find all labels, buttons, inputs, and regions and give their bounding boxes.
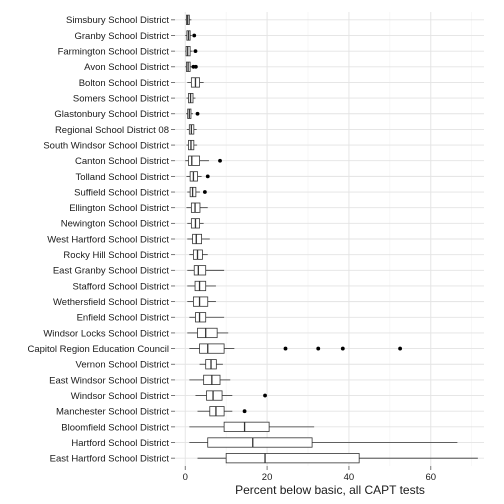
- box-iqr: [195, 313, 205, 322]
- box-iqr: [210, 407, 224, 416]
- category-label: Windsor School District: [71, 391, 170, 402]
- box-iqr: [193, 234, 202, 243]
- box-iqr: [200, 344, 225, 353]
- box-iqr: [198, 328, 218, 337]
- category-label: Glastonbury School District: [54, 109, 169, 120]
- category-labels: Simsbury School District Granby School Di…: [27, 15, 175, 464]
- category-label: Wethersfield School District: [53, 297, 169, 308]
- category-label: Windsor Locks School District: [43, 328, 169, 339]
- category-label: Farmington School District: [58, 47, 170, 58]
- category-label: Regional School District 08: [55, 125, 169, 136]
- category-label: East Hartford School District: [50, 454, 170, 465]
- outlier-point: [196, 112, 200, 116]
- category-label: Stafford School District: [73, 281, 170, 292]
- outlier-point: [192, 34, 196, 38]
- category-label: Somers School District: [73, 94, 169, 105]
- outlier-point: [263, 394, 267, 398]
- category-label: Newington School District: [61, 219, 170, 230]
- box-iqr: [224, 422, 269, 431]
- x-tick-label: 40: [344, 472, 355, 483]
- x-axis-title: Percent below basic, all CAPT tests: [235, 483, 425, 497]
- box-iqr: [226, 453, 359, 462]
- outlier-point: [218, 159, 222, 163]
- category-label: East Granby School District: [53, 266, 170, 277]
- category-label: Vernon School District: [76, 360, 170, 371]
- category-label: Capitol Region Education Council: [27, 344, 169, 355]
- x-tick-label: 60: [426, 472, 437, 483]
- x-tick-label: 20: [262, 472, 273, 483]
- outlier-point: [341, 347, 345, 351]
- box-iqr: [193, 297, 207, 306]
- category-label: Manchester School District: [56, 407, 169, 418]
- box-iqr: [189, 156, 200, 165]
- category-label: Bolton School District: [79, 78, 170, 89]
- box-iqr: [208, 438, 312, 447]
- outlier-point: [203, 190, 207, 194]
- category-label: Bloomfield School District: [61, 422, 169, 433]
- category-label: Granby School District: [74, 31, 169, 42]
- outlier-point: [243, 409, 247, 413]
- outlier-point: [316, 347, 320, 351]
- box-iqr: [195, 281, 206, 290]
- outlier-point: [194, 49, 198, 53]
- category-label: Avon School District: [84, 62, 169, 73]
- category-label: Suffield School District: [74, 187, 169, 198]
- x-tick-labels: 0 20 40 60: [183, 466, 437, 483]
- category-label: South Windsor School District: [43, 140, 169, 151]
- outlier-point: [194, 65, 198, 69]
- category-label: West Hartford School District: [47, 234, 169, 245]
- category-label: Enfield School District: [77, 313, 170, 324]
- outlier-point: [398, 347, 402, 351]
- x-tick-label: 0: [183, 472, 188, 483]
- category-label: Hartford School District: [71, 438, 169, 449]
- category-label: Ellington School District: [69, 203, 169, 214]
- category-label: East Windsor School District: [49, 375, 169, 386]
- outlier-point: [206, 174, 210, 178]
- outlier-point: [284, 347, 288, 351]
- category-label: Simsbury School District: [66, 15, 169, 26]
- category-label: Rocky Hill School District: [63, 250, 169, 261]
- box-iqr: [207, 391, 223, 400]
- category-label: Canton School District: [75, 156, 169, 167]
- box-iqr: [194, 266, 205, 275]
- category-label: Tolland School District: [76, 172, 170, 183]
